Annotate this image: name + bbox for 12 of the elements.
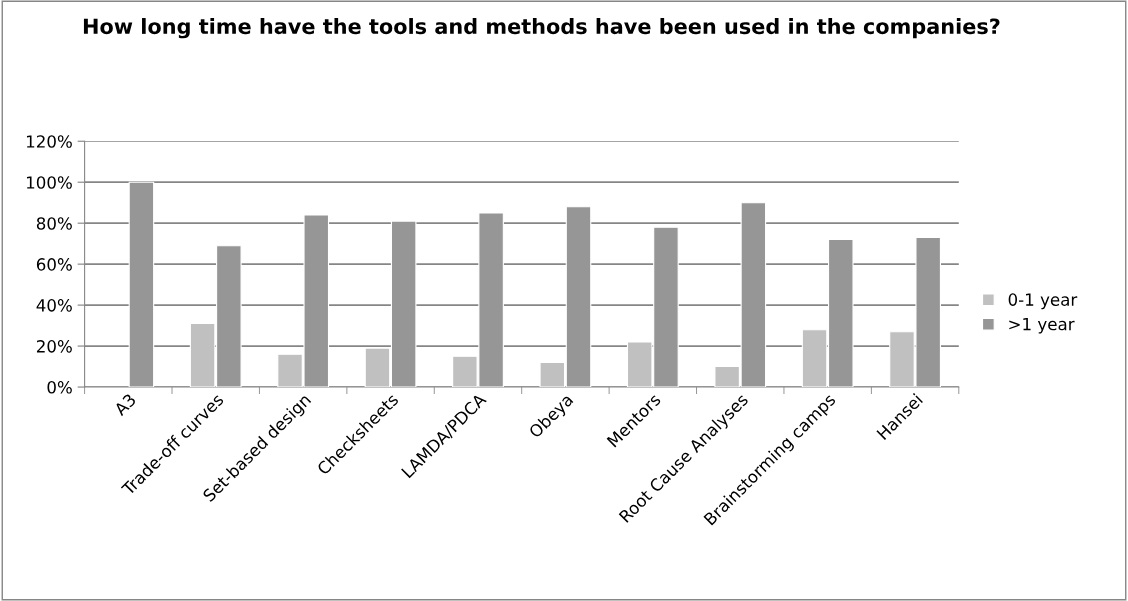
y-tick-label: 0% [47, 381, 72, 394]
legend-label: >1 year [1009, 317, 1075, 334]
y-tick-label: 120% [26, 135, 72, 148]
x-tick-label: A3 [113, 393, 137, 417]
y-tick-label: 100% [26, 176, 72, 189]
y-tick-label: 60% [36, 258, 72, 271]
chart-title: How long time have the tools and methods have been used in the companies? [83, 18, 1000, 39]
y-tick-label: 40% [36, 299, 72, 312]
y-tick-label: 20% [36, 340, 72, 353]
bar [128, 181, 155, 388]
y-tick-label: 80% [36, 217, 72, 230]
legend-label: 0-1 year [1008, 293, 1078, 310]
